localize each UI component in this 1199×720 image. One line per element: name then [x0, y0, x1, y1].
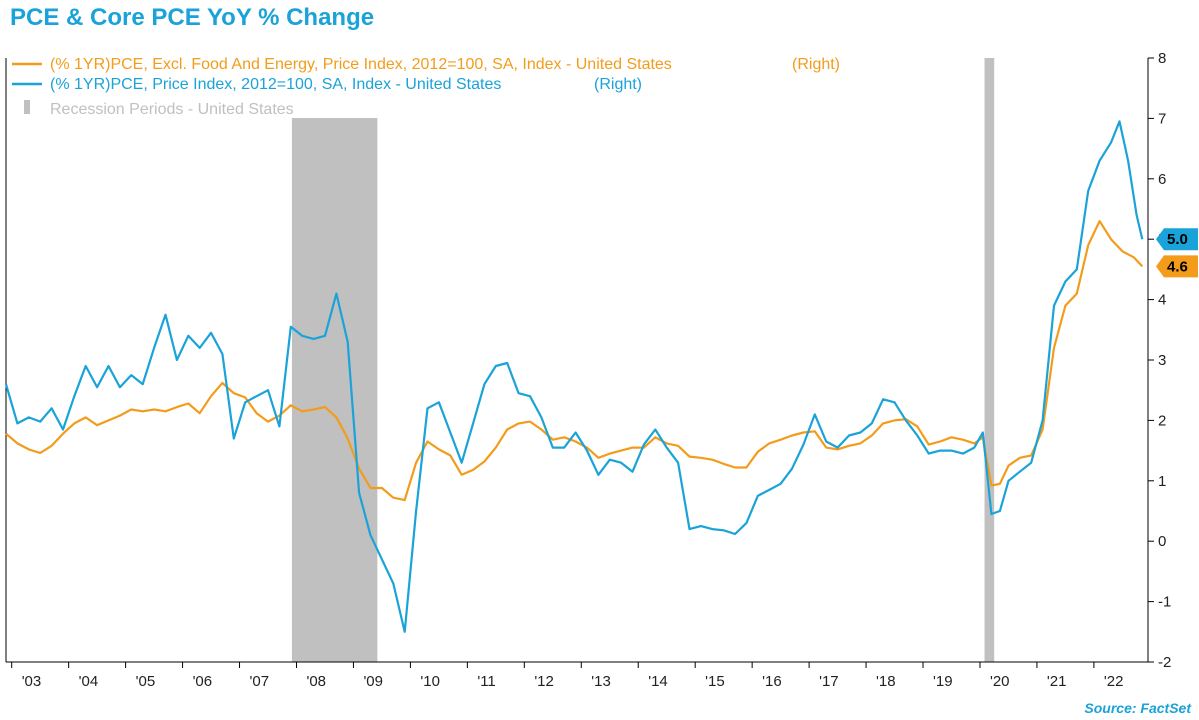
- x-tick-label: '08: [306, 673, 326, 690]
- x-tick-label: '19: [933, 673, 953, 690]
- x-tick-label: '12: [534, 673, 554, 690]
- legend-label-1: (% 1YR)PCE, Price Index, 2012=100, SA, I…: [50, 76, 501, 93]
- y-tick-label: 8: [1158, 50, 1166, 67]
- y-tick-label: 1: [1158, 473, 1166, 490]
- y-tick-label: 4: [1158, 292, 1166, 309]
- legend-swatch-recession: [24, 100, 30, 114]
- chart-title: PCE & Core PCE YoY % Change: [10, 4, 375, 31]
- last-value-badges: 4.6 5.0: [1156, 228, 1198, 278]
- series-lines: [4, 120, 1144, 633]
- x-tick-label: '10: [420, 673, 440, 690]
- last-value-badge-0: [1156, 255, 1198, 278]
- x-tick-label: '04: [79, 673, 99, 690]
- x-tick-label: '17: [819, 673, 839, 690]
- x-tick-label: '07: [250, 673, 270, 690]
- legend-axis-note-0: (Right): [792, 56, 840, 73]
- y-tick-label: 0: [1158, 533, 1166, 550]
- x-tick-label: '22: [1104, 673, 1124, 690]
- x-tick-label: '15: [705, 673, 725, 690]
- x-tick-label: '13: [591, 673, 611, 690]
- recession-band-1: [984, 58, 995, 662]
- x-tick-label: '11: [477, 673, 495, 690]
- y-tick-label: -1: [1158, 594, 1171, 611]
- series-line-0: [5, 220, 1144, 502]
- x-tick-label: '20: [990, 673, 1010, 690]
- x-tick-label: '05: [136, 673, 156, 690]
- x-tick-label: '16: [762, 673, 782, 690]
- legend-axis-note-1: (Right): [594, 76, 642, 93]
- x-tick-label: '03: [22, 673, 42, 690]
- x-tick-label: '06: [193, 673, 213, 690]
- y-tick-label: 2: [1158, 412, 1166, 429]
- recession-shading: [291, 58, 995, 662]
- last-value-label-0: 4.6: [1167, 258, 1188, 275]
- x-tick-label: '21: [1047, 673, 1067, 690]
- y-tick-label: 6: [1158, 171, 1166, 188]
- axes: -2-1012345678'03'04'05'06'07'08'09'10'11…: [5, 50, 1171, 690]
- last-value-badge-1: [1156, 228, 1198, 251]
- x-tick-label: '18: [876, 673, 896, 690]
- recession-band-0: [291, 118, 378, 662]
- y-tick-label: -2: [1158, 654, 1171, 671]
- series-line-1: [4, 120, 1144, 633]
- x-tick-label: '09: [363, 673, 383, 690]
- legend: (% 1YR)PCE, Excl. Food And Energy, Price…: [12, 56, 840, 118]
- legend-label-0: (% 1YR)PCE, Excl. Food And Energy, Price…: [50, 56, 672, 73]
- y-tick-label: 7: [1158, 110, 1166, 127]
- legend-label-recession: Recession Periods - United States: [50, 101, 294, 118]
- y-tick-label: 3: [1158, 352, 1166, 369]
- x-tick-label: '14: [648, 673, 668, 690]
- last-value-label-1: 5.0: [1167, 231, 1188, 248]
- source-note: Source: FactSet: [1084, 700, 1191, 716]
